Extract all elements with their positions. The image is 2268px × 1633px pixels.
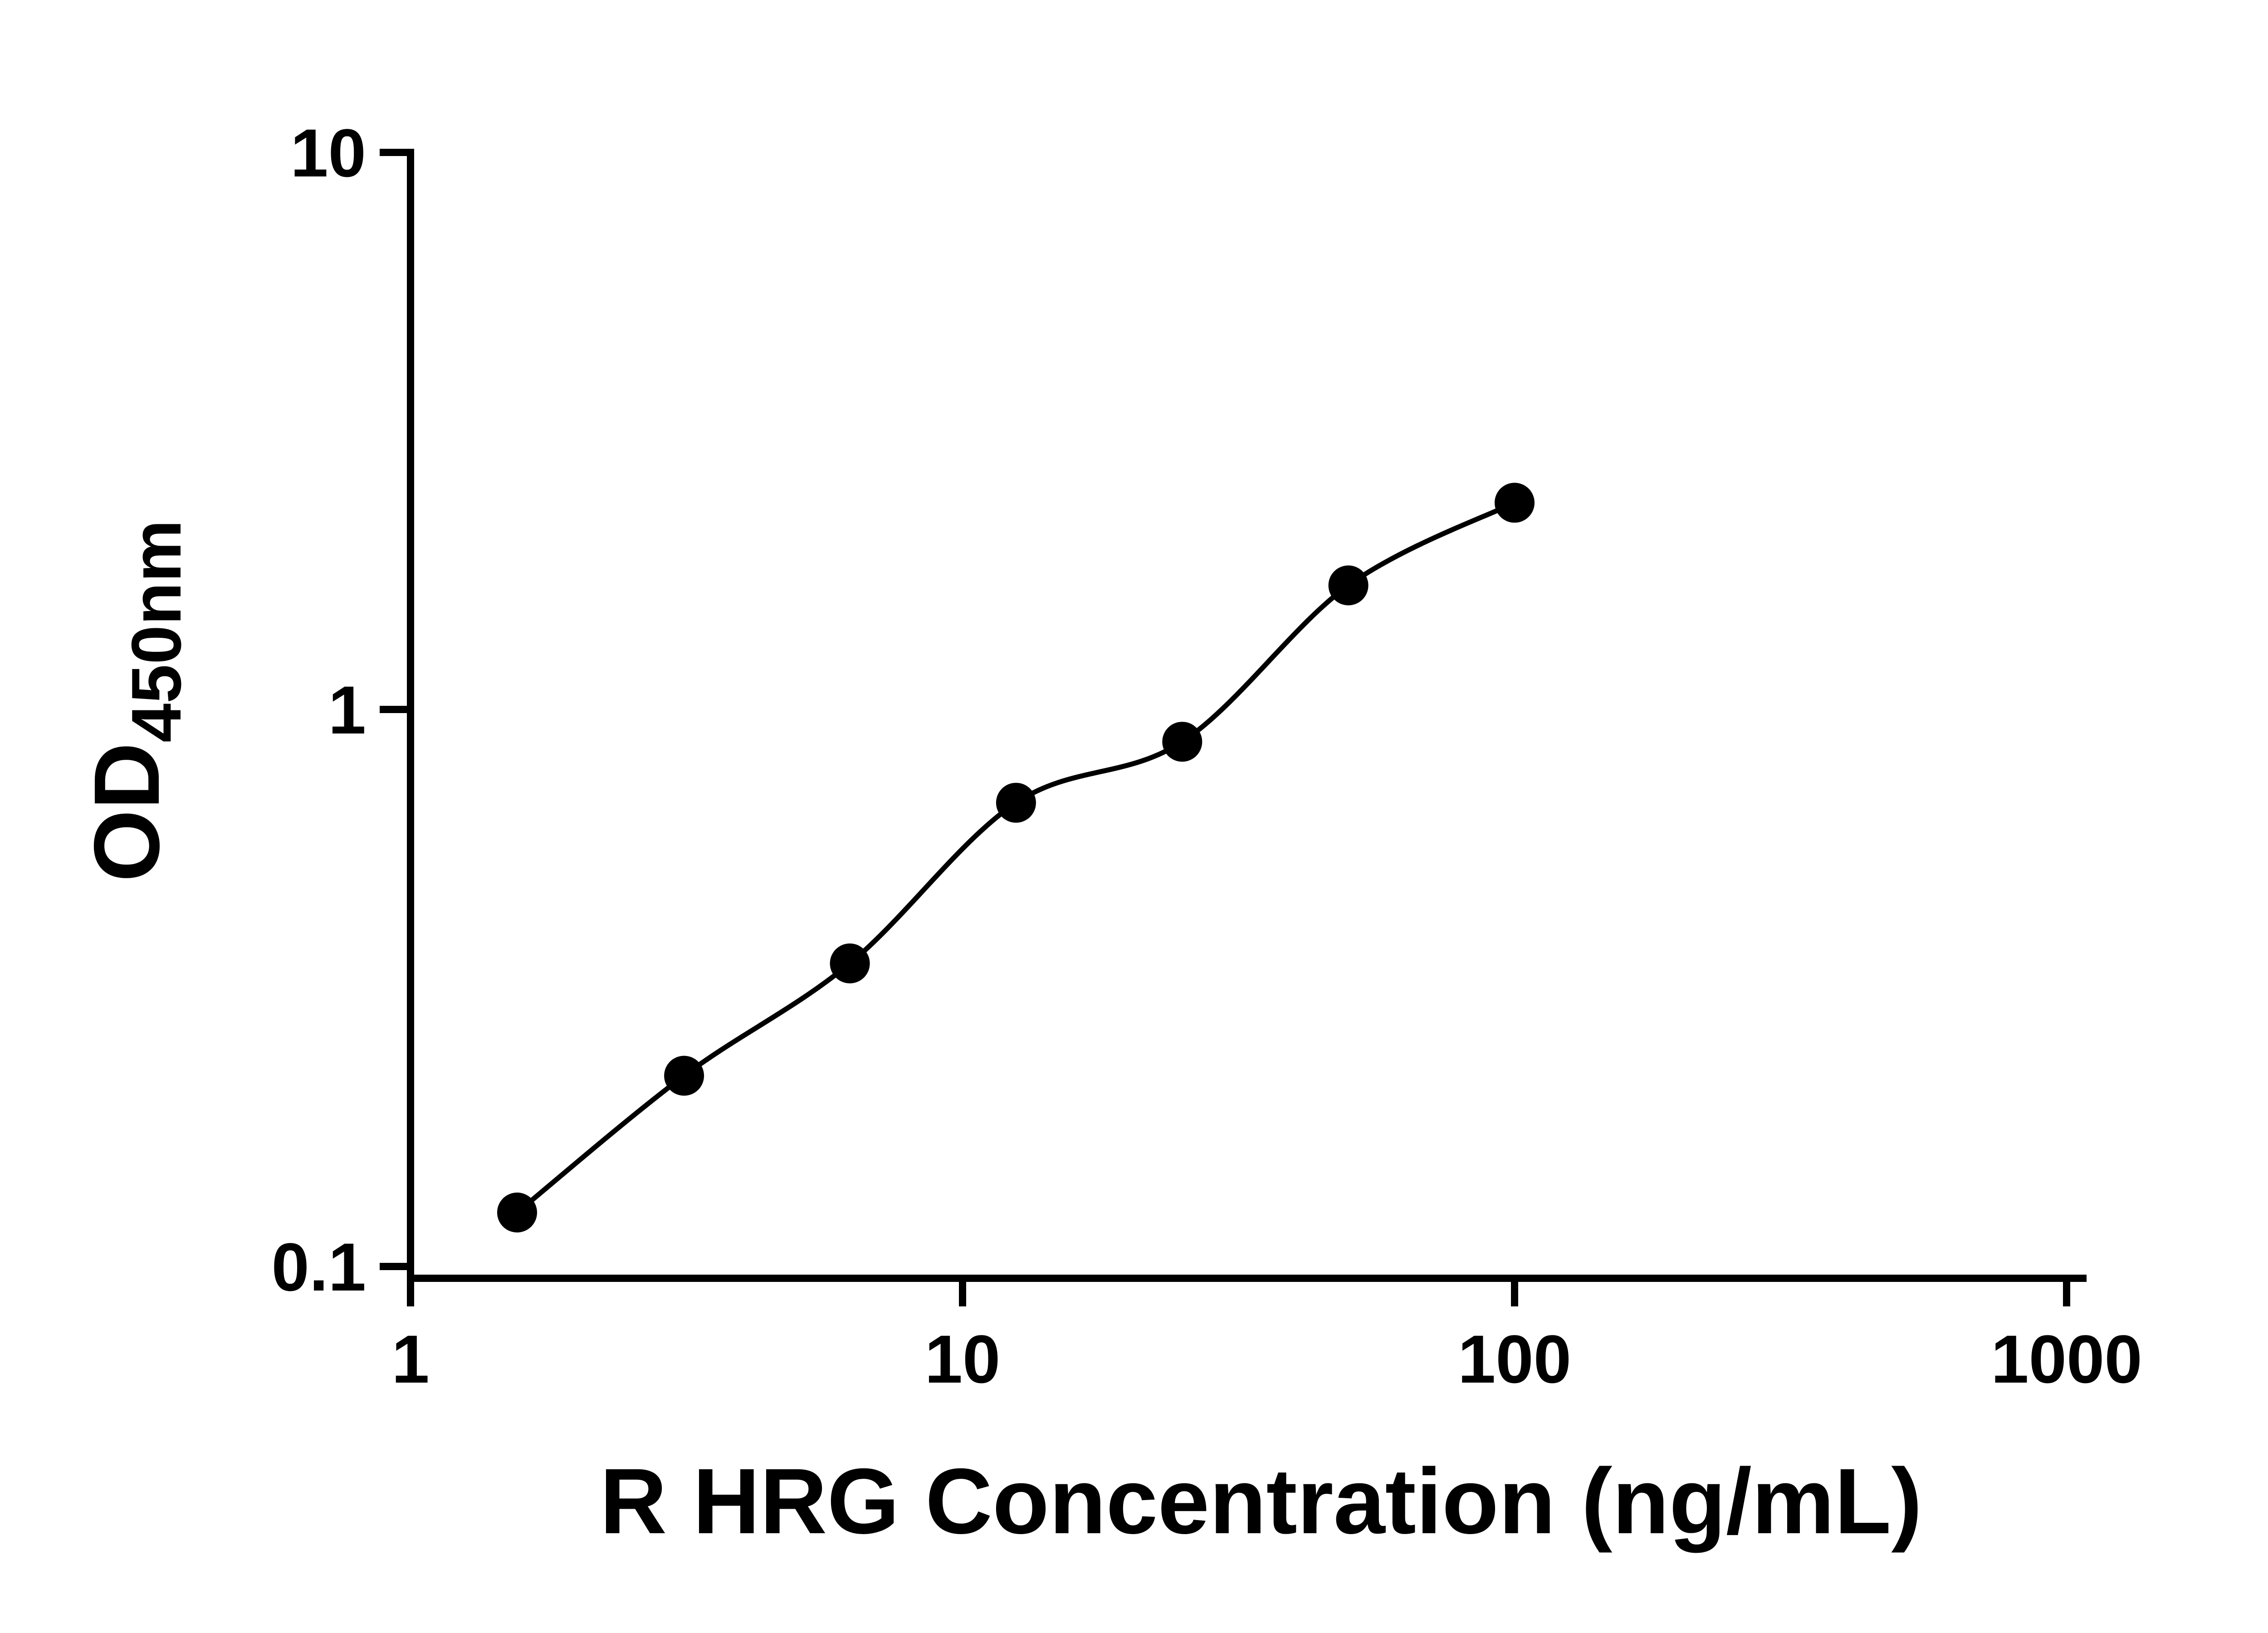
- x-tick-label: 100: [1458, 1321, 1571, 1397]
- data-point-marker: [996, 782, 1036, 823]
- y-axis-title-main: OD: [75, 743, 179, 882]
- y-tick-label: 0.1: [271, 1229, 366, 1305]
- data-point-marker: [497, 1193, 537, 1232]
- data-points-layer: [497, 483, 1535, 1232]
- x-tick-label: 1: [391, 1321, 429, 1397]
- x-tick-label: 1000: [1991, 1321, 2142, 1397]
- x-axis-title: R HRG Concentration (ng/mL): [600, 1449, 1922, 1553]
- fit-curve-layer: [514, 500, 1517, 1215]
- y-tick-label: 10: [290, 115, 366, 191]
- data-point-marker: [664, 1056, 704, 1096]
- y-axis-title-subscript: 450nm: [117, 520, 196, 743]
- data-point-marker: [1495, 483, 1535, 523]
- y-axis-title: OD450nm: [75, 520, 196, 882]
- data-point-marker: [1162, 722, 1202, 762]
- x-tick-label: 10: [925, 1321, 1001, 1397]
- data-point-marker: [830, 943, 870, 983]
- axes-layer: 10 1 0.1 1 10 100 1000: [271, 115, 2142, 1397]
- fit-curve: [514, 500, 1517, 1215]
- y-tick-label: 1: [328, 672, 366, 748]
- data-point-marker: [1328, 565, 1369, 606]
